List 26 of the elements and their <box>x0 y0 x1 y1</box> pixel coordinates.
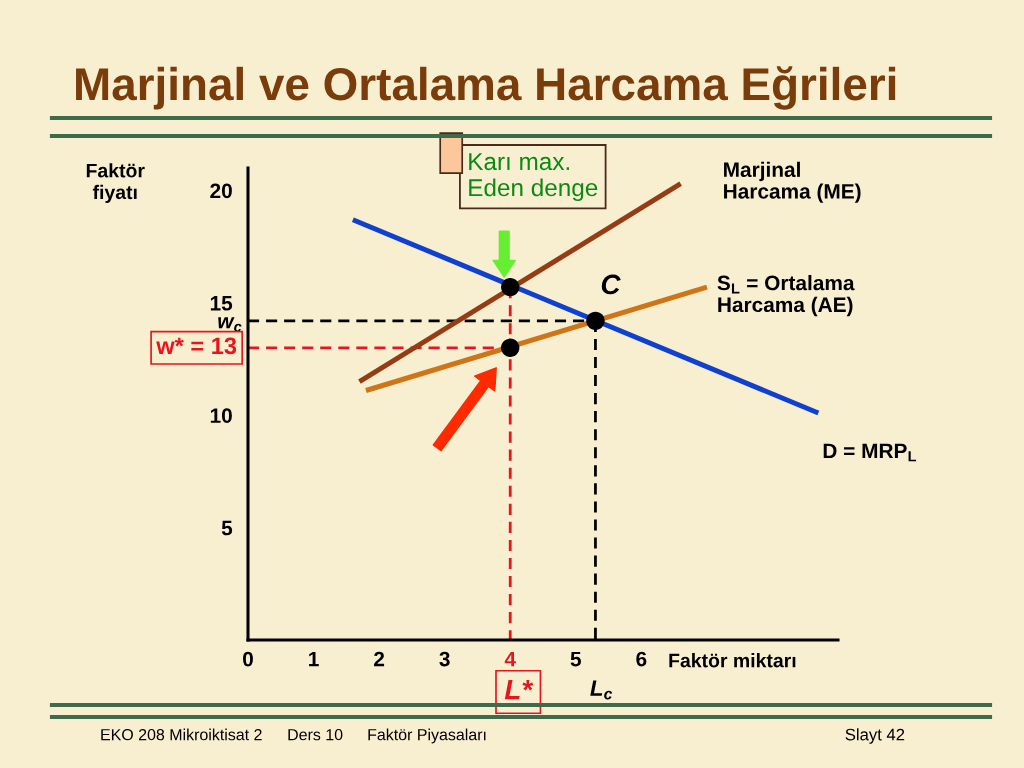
y-tick-label: 15 <box>210 296 233 311</box>
y-tick-label: 20 <box>210 183 232 199</box>
x-tick-label: 1 <box>309 651 319 667</box>
annotation: Karı max. Eden denge <box>469 153 598 202</box>
x-tick-label: 2 <box>374 651 385 667</box>
annotation: C <box>601 274 621 295</box>
x-tick-label: 5 <box>570 651 581 667</box>
x-tick-label: 0 <box>243 651 253 667</box>
annotation: w* = 13 <box>156 337 237 355</box>
x-axis-title: Faktör miktarı <box>669 653 796 668</box>
text: Slayt 42 <box>845 728 905 744</box>
text: Marjinal Harcama (ME) <box>724 161 861 203</box>
y-tick-label: 10 <box>210 408 232 423</box>
x-tick-label: 6 <box>636 651 647 667</box>
x-tick-label: 4 <box>504 651 516 667</box>
series-label: D = MRP$_{L}$ <box>823 443 917 462</box>
text: Ders 10 <box>288 728 343 741</box>
series-label: S$_{L}$ = Ortalama Harcama (AE) <box>717 275 855 317</box>
x-tick-label: 3 <box>439 651 450 667</box>
annotation: L* <box>504 680 534 700</box>
y-axis-title: Faktör fiyatı <box>86 163 145 203</box>
chart-title: Marjinal ve Ortalama Harcama Eğrileri <box>76 66 896 110</box>
text: Faktör Piyasaları <box>368 728 486 744</box>
text: EKO 208 Mikroiktisat 2 <box>101 728 262 741</box>
annotation: L$_{c}$ <box>590 680 613 700</box>
y-tick-label: 5 <box>221 520 233 536</box>
